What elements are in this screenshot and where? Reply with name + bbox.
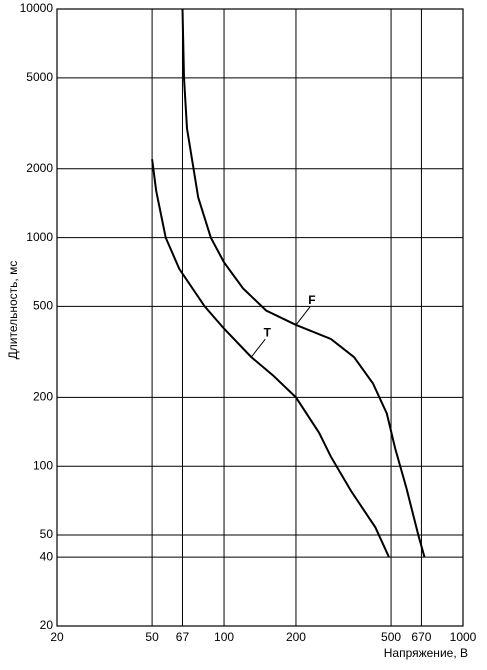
x-tick-label: 100 [214,630,234,644]
y-tick-label: 200 [33,390,53,404]
y-tick-label: 500 [33,299,53,313]
x-tick-label: 50 [145,630,159,644]
y-tick-label: 40 [40,549,54,563]
x-tick-label: 20 [50,630,64,644]
leader-line [295,306,311,326]
y-axis-label: Длительность, мс [6,261,20,360]
series-line [181,8,426,558]
x-tick-label: 670 [411,630,431,644]
y-tick-label: 5000 [26,70,53,84]
y-tick-label: 50 [40,527,54,541]
y-tick-label: 100 [33,458,53,472]
x-tick-label: 1000 [450,630,477,644]
y-tick-label: 10000 [20,1,54,15]
y-tick-label: 1000 [26,230,53,244]
x-tick-label: 500 [381,630,401,644]
plot-frame [56,8,464,627]
x-tick-label: 67 [176,630,190,644]
series-label: T [264,325,272,339]
y-tick-label: 20 [40,618,54,632]
series-label: F [308,293,315,307]
x-tick-label: 200 [286,630,306,644]
leader-line [250,338,266,358]
x-axis-label: Напряжение, В [384,646,468,660]
y-tick-label: 2000 [26,161,53,175]
series-line [151,159,390,558]
